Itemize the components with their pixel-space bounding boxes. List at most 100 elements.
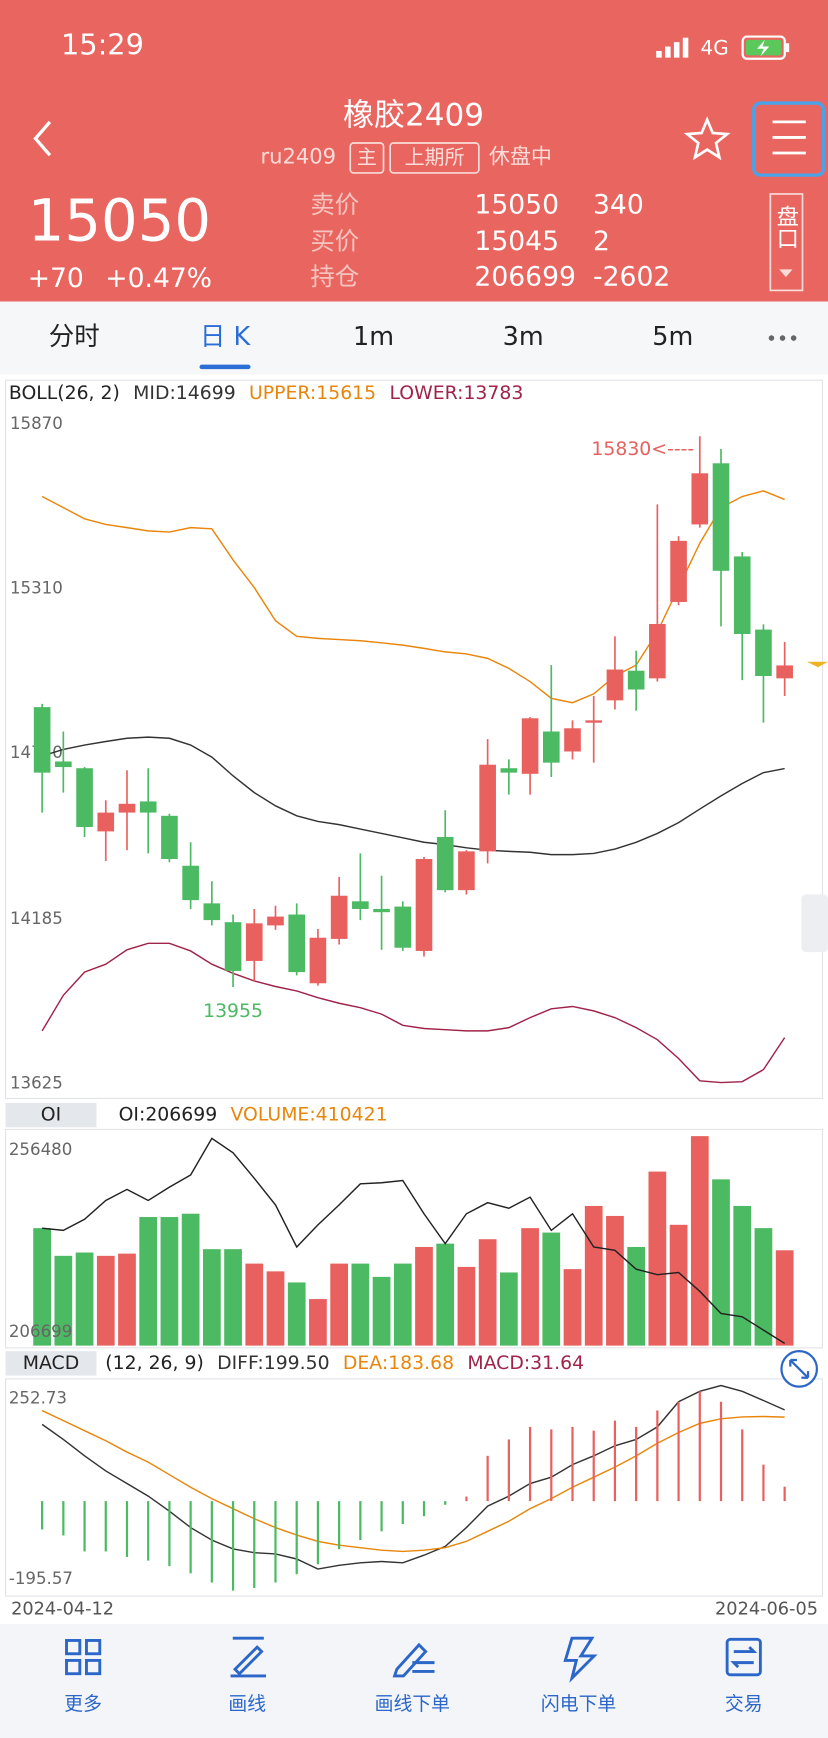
volume-bar: [627, 1246, 646, 1346]
pane-title: BOLL(26, 2): [9, 383, 120, 404]
tab[interactable]: 1m: [353, 322, 394, 352]
candle-body: [606, 669, 624, 701]
tag: 主: [357, 145, 377, 169]
volume-bar: [648, 1171, 667, 1346]
volume-bar: [521, 1228, 539, 1346]
tag: 上期所: [405, 145, 465, 169]
legend-entry: MID:14699: [133, 383, 236, 404]
series-line: [41, 1409, 785, 1553]
volume-bar: [415, 1246, 433, 1346]
quote-label: 买价: [310, 227, 359, 256]
volume-bar: [33, 1228, 51, 1346]
bottom-nav: [0, 1623, 828, 1738]
volume-bar: [181, 1213, 200, 1346]
high-annotation: 15830<----: [591, 439, 694, 460]
legend-entry: UPPER:15615: [249, 383, 376, 404]
nav-label: 更多: [64, 1693, 102, 1715]
volume-bar: [330, 1263, 349, 1346]
y-tick-label: 15870: [10, 414, 63, 433]
quote-value: 206699: [474, 262, 576, 293]
favorite-button[interactable]: [683, 116, 731, 161]
tab[interactable]: 分时: [49, 322, 100, 352]
candle-body: [139, 801, 157, 813]
volume-bar: [690, 1136, 709, 1346]
candle-body: [76, 768, 93, 827]
candle-body: [161, 815, 178, 860]
legend-entry: VOLUME:410421: [231, 1105, 388, 1126]
depth-label: 盘口: [773, 205, 799, 249]
candle-body: [500, 768, 518, 773]
y-tick-label: 13625: [10, 1074, 63, 1093]
tab-underline: [199, 364, 251, 370]
volume-bar: [712, 1179, 730, 1346]
tab-active[interactable]: 日 K: [200, 322, 252, 352]
candle-body: [564, 728, 581, 752]
candle-body: [776, 665, 793, 679]
candle-body: [118, 803, 136, 813]
oi-tab-bg: [5, 1102, 97, 1128]
nav-item[interactable]: 更多: [64, 1639, 102, 1715]
nav-item[interactable]: 闪电下单: [541, 1636, 616, 1715]
candle-body: [394, 906, 412, 948]
volume-bar: [393, 1263, 412, 1346]
menu-button[interactable]: [752, 101, 826, 177]
candle-body: [436, 836, 454, 891]
nav-item[interactable]: 画线: [228, 1636, 266, 1715]
expand-button[interactable]: [780, 1350, 819, 1388]
volume-bar: [202, 1249, 221, 1346]
candle-body: [670, 540, 687, 602]
candle-body: [458, 851, 475, 891]
candle-body: [203, 903, 221, 921]
nav-label: 闪电下单: [541, 1693, 616, 1715]
y-tick-label: 256480: [9, 1140, 72, 1159]
legend-entry: MACD:31.64: [467, 1353, 584, 1374]
volume-bar: [436, 1243, 455, 1346]
tab[interactable]: 3m: [503, 322, 544, 352]
volume-bar: [457, 1266, 476, 1346]
volume-bar: [542, 1232, 561, 1346]
series-line: [41, 736, 785, 856]
candle-body: [245, 923, 263, 961]
x-tick-label: 2024-06-05: [715, 1599, 818, 1619]
candle-body: [691, 473, 709, 525]
back-button[interactable]: [33, 120, 52, 157]
volume-bar: [139, 1217, 158, 1346]
nav-label: 画线下单: [375, 1693, 450, 1715]
series-line: [41, 942, 786, 1084]
candle-body: [182, 865, 199, 901]
candle-body: [479, 764, 496, 852]
more-tabs[interactable]: [768, 335, 797, 341]
tag-box: [389, 142, 480, 174]
volume-bar: [606, 1215, 624, 1346]
legend-entry: DIFF:199.50: [217, 1353, 329, 1374]
candle-body: [224, 922, 242, 971]
candle-body: [712, 463, 730, 571]
candle-body: [288, 914, 306, 973]
side-handle[interactable]: [801, 894, 828, 953]
main-pane: [4, 379, 824, 1099]
change: +70: [28, 263, 84, 294]
code: ru2409: [260, 143, 336, 168]
quote-value: -2602: [593, 262, 670, 293]
candle-body: [352, 901, 369, 909]
signal-icon: [656, 37, 689, 58]
tab[interactable]: 5m: [652, 322, 693, 352]
volume-bar: [266, 1271, 285, 1346]
nav-item[interactable]: 画线下单: [375, 1642, 450, 1715]
candle-body: [542, 731, 560, 763]
y-tick-label: 15310: [10, 579, 63, 598]
volume-bar: [775, 1250, 794, 1346]
status-time: 15:29: [61, 28, 144, 62]
volume-bar: [118, 1253, 136, 1346]
volume-bar: [372, 1276, 391, 1346]
legend-entry: LOWER:13783: [389, 383, 523, 404]
nav-item[interactable]: 交易: [725, 1637, 763, 1715]
volume-bar: [245, 1263, 264, 1346]
candle-body: [585, 720, 603, 723]
quote-value: 15050: [474, 190, 559, 221]
depth-button[interactable]: 盘口: [769, 193, 804, 292]
header-bg: [0, 0, 828, 302]
volume-bar: [499, 1272, 518, 1346]
volume-bar: [669, 1224, 688, 1346]
